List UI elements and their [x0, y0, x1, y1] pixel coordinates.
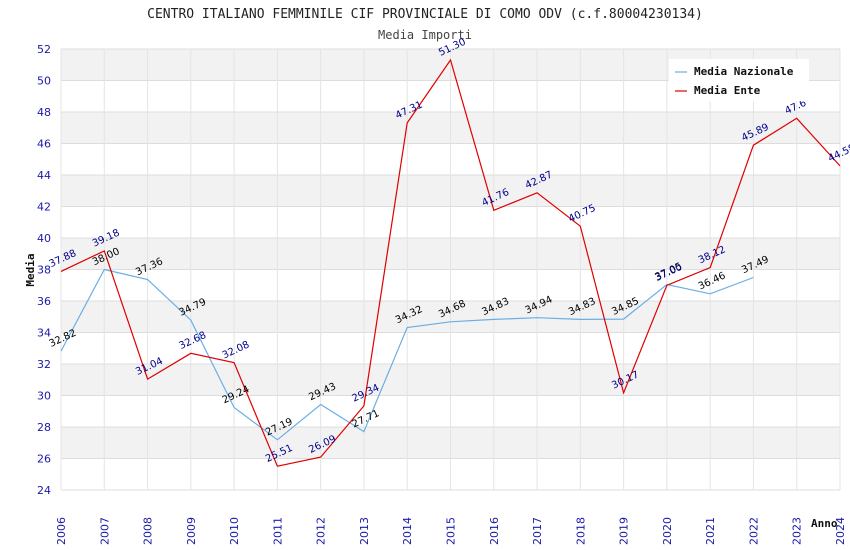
x-tick-label: 2011 — [271, 517, 284, 545]
y-tick-label: 34 — [37, 327, 51, 340]
x-tick-label: 2006 — [55, 517, 68, 545]
x-tick-label: 2017 — [531, 517, 544, 545]
y-axis-ticks: 24 26 28 30 32 34 36 38 40 42 44 46 48 50 52 — [37, 43, 51, 497]
x-tick-label: 2021 — [704, 517, 717, 545]
y-tick-label: 44 — [37, 169, 51, 182]
series-line-media-ente — [60, 58, 841, 467]
x-tick-label: 2023 — [791, 517, 804, 545]
x-axis-ticks: 2006 2007 2008 2009 2010 2011 2012 2013 2014 2015… — [55, 517, 847, 545]
x-tick-label: 2024 — [834, 517, 847, 545]
y-tick-label: 30 — [37, 390, 51, 403]
x-tick-label: 2010 — [228, 517, 241, 545]
y-tick-label: 52 — [37, 43, 51, 56]
legend: Media Nazionale Media Ente — [669, 59, 809, 101]
y-tick-label: 40 — [37, 232, 51, 245]
x-tick-label: 2016 — [488, 517, 501, 545]
x-axis-label: Anno — [811, 517, 838, 530]
series-lines — [60, 58, 841, 467]
x-tick-label: 2007 — [98, 517, 111, 545]
x-tick-label: 2018 — [574, 517, 587, 545]
series-line-media-nazionale — [60, 268, 754, 441]
x-tick-label: 2012 — [315, 517, 328, 545]
grid-bands — [60, 48, 841, 491]
x-tick-label: 2022 — [747, 517, 760, 545]
x-tick-label: 2013 — [358, 517, 371, 545]
y-tick-label: 46 — [37, 138, 51, 151]
y-tick-label: 42 — [37, 201, 51, 214]
y-tick-label: 48 — [37, 106, 51, 119]
y-tick-label: 24 — [37, 484, 51, 497]
y-axis-label: Media — [24, 253, 37, 286]
x-tick-label: 2008 — [142, 517, 155, 545]
legend-box — [669, 59, 809, 101]
y-tick-label: 32 — [37, 358, 51, 371]
x-tick-label: 2009 — [185, 517, 198, 545]
x-tick-label: 2014 — [401, 517, 414, 545]
legend-label-media-ente: Media Ente — [694, 84, 761, 97]
legend-label-media-nazionale: Media Nazionale — [694, 65, 794, 78]
chart-title: CENTRO ITALIANO FEMMINILE CIF PROVINCIAL… — [147, 7, 703, 22]
y-tick-label: 36 — [37, 295, 51, 308]
x-tick-label: 2020 — [661, 517, 674, 545]
chart-subtitle: Media Importi — [378, 28, 472, 42]
x-tick-label: 2019 — [618, 517, 631, 545]
y-tick-label: 50 — [37, 75, 51, 88]
x-tick-label: 2015 — [445, 517, 458, 545]
y-tick-label: 28 — [37, 421, 51, 434]
y-tick-label: 38 — [37, 264, 51, 277]
y-tick-label: 26 — [37, 453, 51, 466]
